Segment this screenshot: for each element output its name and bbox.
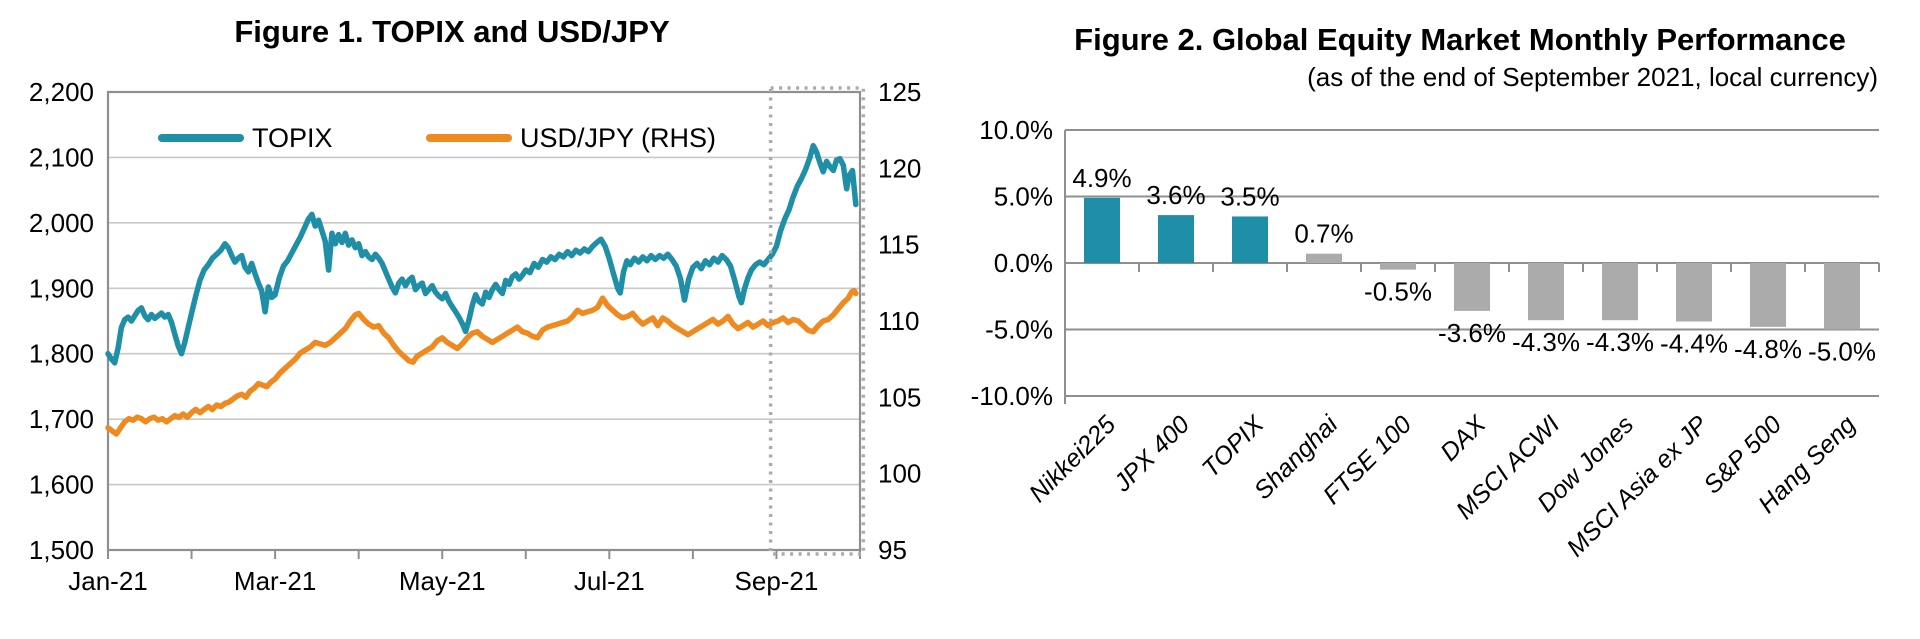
fig2-bar-msci-asia-ex-jp [1676, 263, 1712, 322]
fig2-y-axis-label: 10.0% [979, 115, 1053, 145]
figure-1-title: Figure 1. TOPIX and USD/JPY [234, 14, 670, 49]
figure-2-plot-area: 10.0% 5.0% 0.0% -5.0% -10.0% 4.9% Nikkei225 3.6… [971, 115, 1880, 562]
legend-label-usdjpy: USD/JPY (RHS) [520, 123, 716, 153]
fig1-x-axis-label: Jul-21 [574, 566, 645, 596]
fig1-right-axis-label: 110 [878, 306, 919, 336]
fig1-left-axis-label: 1,600 [29, 470, 94, 500]
fig2-bar-dax [1454, 263, 1490, 311]
fig2-y-axis-label: -5.0% [985, 315, 1053, 345]
fig1-left-axis-label: 1,700 [29, 404, 94, 434]
fig2-category-label-dax: DAX [1435, 410, 1492, 467]
fig1-september-highlight-box [768, 86, 866, 556]
fig1-left-axis-label: 2,100 [29, 142, 94, 172]
figure-1-legend: TOPIX USD/JPY (RHS) [158, 123, 716, 153]
legend-label-topix: TOPIX [252, 123, 333, 153]
fig2-bar-s-p-500 [1750, 263, 1786, 327]
fig2-bar-value-label: -3.6% [1438, 318, 1506, 348]
fig2-bar-value-label: 0.7% [1294, 219, 1353, 249]
fig1-left-axis-label: 2,200 [29, 77, 94, 107]
fig2-bar-value-label: -4.4% [1660, 329, 1728, 359]
figure-1-plot-area: 2,200 2,100 2,000 1,900 1,800 1,700 1,600 1,500… [29, 77, 921, 596]
fig2-bar-nikkei225 [1084, 197, 1120, 263]
fig2-bar-dow-jones [1602, 263, 1638, 321]
fig1-x-axis-label: Mar-21 [234, 566, 316, 596]
fig2-bar-hang-seng [1824, 263, 1860, 330]
fig1-plot-border [106, 90, 862, 552]
fig1-left-axis-label: 1,900 [29, 273, 94, 303]
fig1-series-usd-jpy-rhs [105, 287, 859, 437]
fig1-left-axis-label: 1,800 [29, 339, 94, 369]
fig2-bar-ftse-100 [1380, 263, 1416, 270]
fig2-bar-msci-acwi [1528, 263, 1564, 321]
fig2-bar-shanghai [1306, 253, 1342, 263]
fig1-right-axis-label: 115 [878, 230, 919, 260]
fig2-category-label-nikkei225: Nikkei225 [1024, 410, 1121, 507]
fig1-right-axis-label: 95 [878, 535, 907, 565]
fig2-bar-value-label: -4.8% [1734, 334, 1802, 364]
fig2-y-axis-label: -10.0% [971, 381, 1053, 411]
fig2-category-label-jpx-400: JPX 400 [1108, 410, 1195, 497]
fig1-right-axis-label: 125 [878, 77, 921, 107]
fig1-x-axis-label: Jan-21 [68, 566, 148, 596]
fig2-bar-topix [1232, 216, 1268, 263]
fig1-x-axis-label: Sep-21 [735, 566, 819, 596]
figure-2-global-equity-bar-chart: Figure 2. Global Equity Market Monthly P… [971, 22, 1880, 562]
fig2-bar-jpx-400 [1158, 215, 1194, 263]
fig1-series-topix [105, 142, 859, 366]
fig2-category-label-topix: TOPIX [1197, 410, 1270, 483]
fig2-bar-value-label: -4.3% [1586, 327, 1654, 357]
fig2-bar-value-label: 4.9% [1072, 163, 1131, 193]
fig2-bar-value-label: -0.5% [1364, 277, 1432, 307]
figure-1-topix-usdjpy-line-chart: Figure 1. TOPIX and USD/JPY 2,2002,1002,… [29, 14, 921, 596]
fig2-bar-value-label: 3.5% [1220, 181, 1279, 211]
figure-2-title: Figure 2. Global Equity Market Monthly P… [1074, 22, 1846, 57]
fig2-bar-value-label: -4.3% [1512, 327, 1580, 357]
fig1-right-axis-label: 120 [878, 153, 921, 183]
fig2-category-label-msci-asia-ex-jp: MSCI Asia ex JP [1561, 410, 1713, 562]
fig2-y-axis-label: 0.0% [994, 248, 1053, 278]
fig1-x-axis-label: May-21 [399, 566, 486, 596]
fig1-right-axis-label: 105 [878, 382, 921, 412]
fig1-left-axis-label: 2,000 [29, 208, 94, 238]
fig1-left-axis-label: 1,500 [29, 535, 94, 565]
fig1-right-axis-label: 100 [878, 459, 921, 489]
fig2-bar-value-label: 3.6% [1146, 180, 1205, 210]
fig2-bar-value-label: -5.0% [1808, 337, 1876, 367]
fig2-y-axis-label: 5.0% [994, 182, 1053, 212]
figure-2-subtitle: (as of the end of September 2021, local … [1307, 62, 1878, 92]
